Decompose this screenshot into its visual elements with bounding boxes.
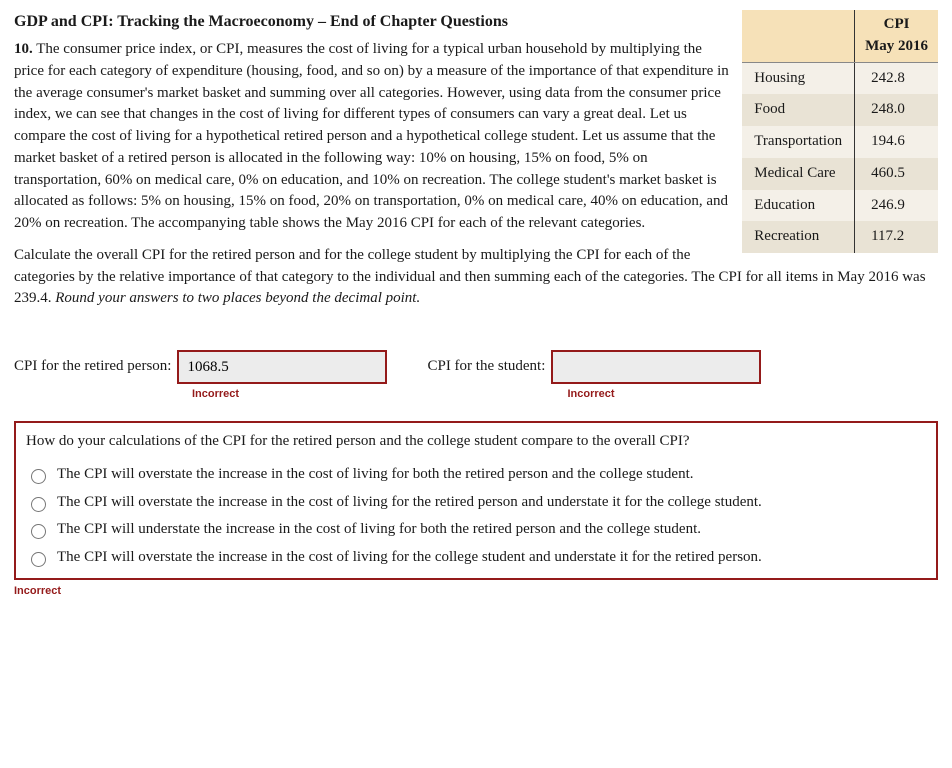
- cpi-data-table: CPI May 2016 Housing 242.8 Food 248.0 Tr…: [742, 10, 938, 253]
- table-row: Recreation 117.2: [742, 221, 938, 253]
- mc-option-2[interactable]: The CPI will overstate the increase in t…: [26, 489, 926, 517]
- student-cpi-label: CPI for the student:: [427, 356, 545, 378]
- mc-radio-1[interactable]: [31, 469, 46, 484]
- question-number: 10.: [14, 41, 33, 57]
- table-row: Education 246.9: [742, 190, 938, 222]
- table-row: Medical Care 460.5: [742, 158, 938, 190]
- mc-option-label: The CPI will overstate the increase in t…: [57, 464, 693, 486]
- mc-radio-2[interactable]: [31, 497, 46, 512]
- student-cpi-input[interactable]: [551, 350, 761, 384]
- mc-option-1[interactable]: The CPI will overstate the increase in t…: [26, 461, 926, 489]
- table-header-blank: [742, 10, 854, 62]
- mc-option-label: The CPI will overstate the increase in t…: [57, 547, 762, 569]
- mc-question-text: How do your calculations of the CPI for …: [26, 431, 926, 453]
- retired-feedback: Incorrect: [192, 387, 239, 403]
- student-feedback: Incorrect: [567, 387, 614, 403]
- mc-option-label: The CPI will overstate the increase in t…: [57, 492, 762, 514]
- table-row: Housing 242.8: [742, 62, 938, 94]
- mc-radio-4[interactable]: [31, 552, 46, 567]
- mc-feedback: Incorrect: [14, 584, 938, 600]
- table-row: Transportation 194.6: [742, 126, 938, 158]
- mc-option-label: The CPI will understate the increase in …: [57, 519, 701, 541]
- question-paragraph-2: Calculate the overall CPI for the retire…: [14, 245, 938, 310]
- table-row: Food 248.0: [742, 94, 938, 126]
- retired-cpi-input[interactable]: [177, 350, 387, 384]
- mc-radio-3[interactable]: [31, 524, 46, 539]
- mc-option-3[interactable]: The CPI will understate the increase in …: [26, 516, 926, 544]
- mc-option-4[interactable]: The CPI will overstate the increase in t…: [26, 544, 926, 572]
- table-header-cpi: CPI May 2016: [855, 10, 938, 62]
- multiple-choice-box: How do your calculations of the CPI for …: [14, 421, 938, 580]
- retired-cpi-label: CPI for the retired person:: [14, 356, 171, 378]
